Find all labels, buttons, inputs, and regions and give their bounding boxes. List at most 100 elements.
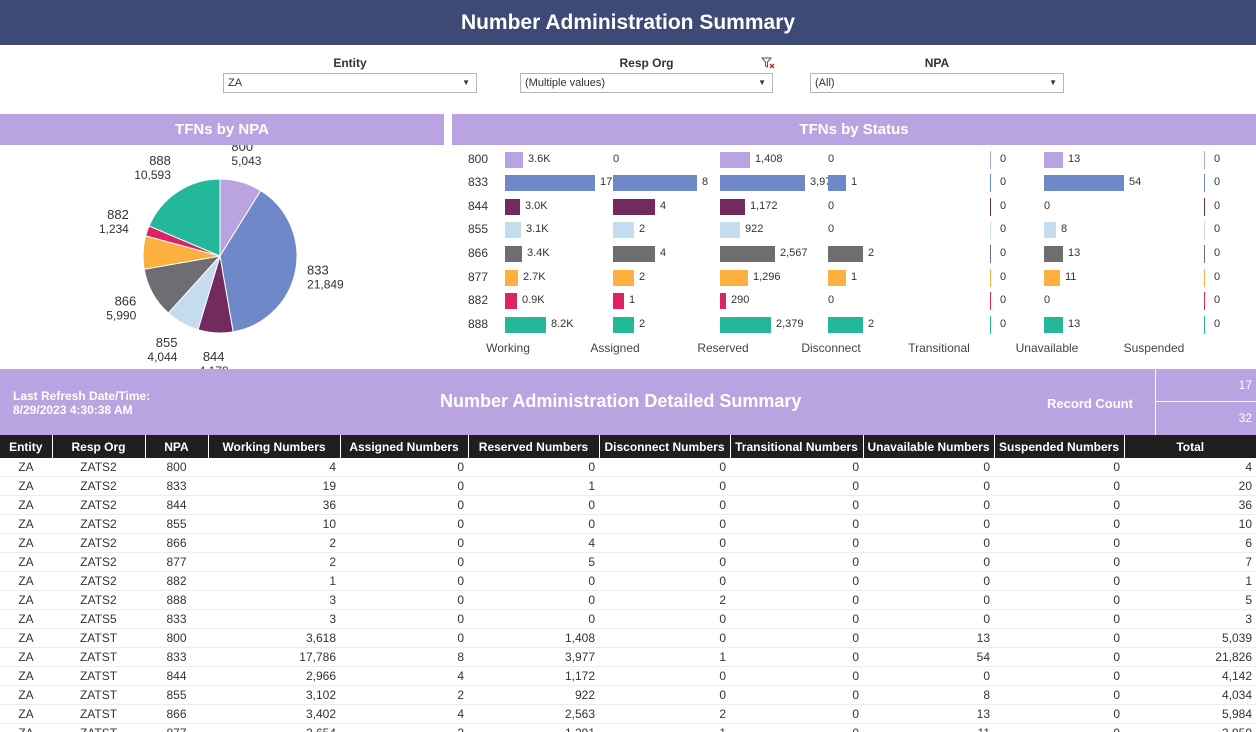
table-cell: 10: [1124, 514, 1256, 534]
column-header[interactable]: Disconnect Numbers: [598, 435, 730, 458]
bar-mark[interactable]: [613, 270, 634, 286]
table-row[interactable]: ZA ZATS2 855 10 0 0 0 0 0 0 10: [0, 514, 1256, 534]
table-cell: 20: [1124, 476, 1256, 496]
column-header[interactable]: Working Numbers: [207, 435, 340, 458]
bar-value-label: 290: [731, 294, 750, 306]
npa-dropdown[interactable]: (All) ▼: [810, 73, 1064, 93]
table-cell: 0: [599, 685, 730, 705]
table-cell: 0: [340, 590, 468, 610]
table-cell: 0: [730, 533, 863, 553]
bar-mark[interactable]: [505, 199, 520, 215]
bar-mark[interactable]: [613, 199, 655, 215]
table-cell: 0: [468, 495, 599, 515]
bar-mark[interactable]: [505, 222, 521, 238]
bar-mark: [1204, 245, 1205, 263]
column-header[interactable]: Unavailable Numbers: [862, 435, 994, 458]
last-refresh-value: 8/29/2023 4:30:38 AM: [13, 403, 133, 417]
bar-mark[interactable]: [828, 317, 863, 333]
table-row[interactable]: ZA ZATST 844 2,966 4 1,172 0 0 0 0 4,142: [0, 666, 1256, 686]
bar-mark[interactable]: [720, 222, 740, 238]
column-header[interactable]: Assigned Numbers: [339, 435, 468, 458]
bar-mark[interactable]: [828, 270, 846, 286]
table-cell: 0: [468, 571, 599, 591]
table-cell: 3: [1124, 609, 1256, 629]
bar-mark[interactable]: [720, 293, 726, 309]
table-cell: 877: [145, 723, 208, 732]
table-cell: 0: [599, 495, 730, 515]
table-cell: 0: [599, 571, 730, 591]
bar-mark[interactable]: [720, 152, 750, 168]
bar-value-label: 13: [1068, 153, 1081, 165]
npa-filter: NPA (All) ▼: [810, 55, 1064, 93]
clear-filter-icon[interactable]: [761, 57, 775, 69]
bar-mark[interactable]: [505, 152, 523, 168]
bar-mark[interactable]: [505, 246, 522, 262]
pie-slice-833[interactable]: [219, 189, 298, 333]
record-count-box: 17 32: [1155, 369, 1256, 435]
bar-mark[interactable]: [1044, 270, 1060, 286]
table-row[interactable]: ZA ZATS2 833 19 0 1 0 0 0 0 20: [0, 476, 1256, 496]
table-cell: 36: [208, 495, 340, 515]
bar-mark[interactable]: [720, 199, 745, 215]
table-row[interactable]: ZA ZATS2 882 1 0 0 0 0 0 0 1: [0, 571, 1256, 591]
entity-dropdown[interactable]: ZA ▼: [223, 73, 477, 93]
bar-mark[interactable]: [505, 270, 518, 286]
table-cell: 0: [340, 571, 468, 591]
column-header[interactable]: Total: [1123, 435, 1256, 458]
table-row[interactable]: ZA ZATS2 877 2 0 5 0 0 0 0 7: [0, 552, 1256, 572]
table-cell: ZATS2: [52, 514, 145, 534]
bar-mark[interactable]: [613, 175, 697, 191]
status-column-label: Unavailable: [1015, 341, 1079, 355]
bar-mark[interactable]: [1044, 222, 1056, 238]
resp-org-dropdown[interactable]: (Multiple values) ▼: [520, 73, 773, 93]
bar-value-label: 0: [1214, 247, 1221, 259]
table-row[interactable]: ZA ZATST 800 3,618 0 1,408 0 0 13 0 5,039: [0, 628, 1256, 648]
bar-mark[interactable]: [505, 175, 595, 191]
bar-value-label: 0: [1044, 200, 1051, 212]
bar-mark[interactable]: [720, 246, 775, 262]
table-row[interactable]: ZA ZATS2 800 4 0 0 0 0 0 0 4: [0, 458, 1256, 477]
bar-mark[interactable]: [505, 293, 517, 309]
detail-header-band: Last Refresh Date/Time: 8/29/2023 4:30:3…: [0, 369, 1256, 435]
table-row[interactable]: ZA ZATST 833 17,786 8 3,977 1 0 54 0 21,826: [0, 647, 1256, 667]
bar-mark[interactable]: [613, 222, 634, 238]
table-cell: 0: [994, 704, 1124, 724]
bar-mark[interactable]: [1044, 175, 1124, 191]
pie-slice-888[interactable]: [148, 178, 221, 257]
table-row[interactable]: ZA ZATS5 833 3 0 0 0 0 0 0 3: [0, 609, 1256, 629]
table-cell: 0: [994, 476, 1124, 496]
table-row[interactable]: ZAZATST8772,65421,291101103,959: [0, 723, 1256, 732]
table-cell: 7: [1124, 552, 1256, 572]
bar-mark[interactable]: [1044, 152, 1063, 168]
column-header[interactable]: Transitional Numbers: [729, 435, 863, 458]
bar-mark[interactable]: [720, 175, 805, 191]
table-cell: 0: [599, 476, 730, 496]
bar-mark[interactable]: [720, 317, 771, 333]
table-row[interactable]: ZA ZATS2 844 36 0 0 0 0 0 0 36: [0, 495, 1256, 515]
table-row[interactable]: ZA ZATST 866 3,402 4 2,563 2 0 13 0 5,984: [0, 704, 1256, 724]
column-header[interactable]: Reserved Numbers: [467, 435, 599, 458]
bar-mark[interactable]: [1044, 246, 1063, 262]
bar-mark[interactable]: [613, 246, 655, 262]
bar-value-label: 8: [1061, 223, 1068, 235]
bar-mark[interactable]: [828, 175, 846, 191]
column-header[interactable]: Resp Org: [51, 435, 145, 458]
table-row[interactable]: ZA ZATS2 866 2 0 4 0 0 0 0 6: [0, 533, 1256, 553]
bar-mark[interactable]: [828, 246, 863, 262]
bar-mark[interactable]: [720, 270, 748, 286]
bar-value-label: 0: [1000, 200, 1007, 212]
table-cell: 0: [730, 628, 863, 648]
table-cell: 0: [730, 704, 863, 724]
bar-mark[interactable]: [1044, 317, 1063, 333]
table-cell: ZATST: [52, 666, 145, 686]
column-header[interactable]: NPA: [144, 435, 208, 458]
bar-mark[interactable]: [613, 317, 634, 333]
detail-table: Entity Resp Org NPA Working Numbers Assigned…: [0, 435, 1256, 732]
table-row[interactable]: ZA ZATS2 888 3 0 0 2 0 0 0 5: [0, 590, 1256, 610]
bar-mark[interactable]: [505, 317, 546, 333]
bar-mark[interactable]: [613, 293, 624, 309]
column-header[interactable]: Entity: [0, 435, 52, 458]
table-row[interactable]: ZA ZATST 855 3,102 2 922 0 0 8 0 4,034: [0, 685, 1256, 705]
table-cell: 0: [468, 590, 599, 610]
column-header[interactable]: Suspended Numbers: [993, 435, 1124, 458]
